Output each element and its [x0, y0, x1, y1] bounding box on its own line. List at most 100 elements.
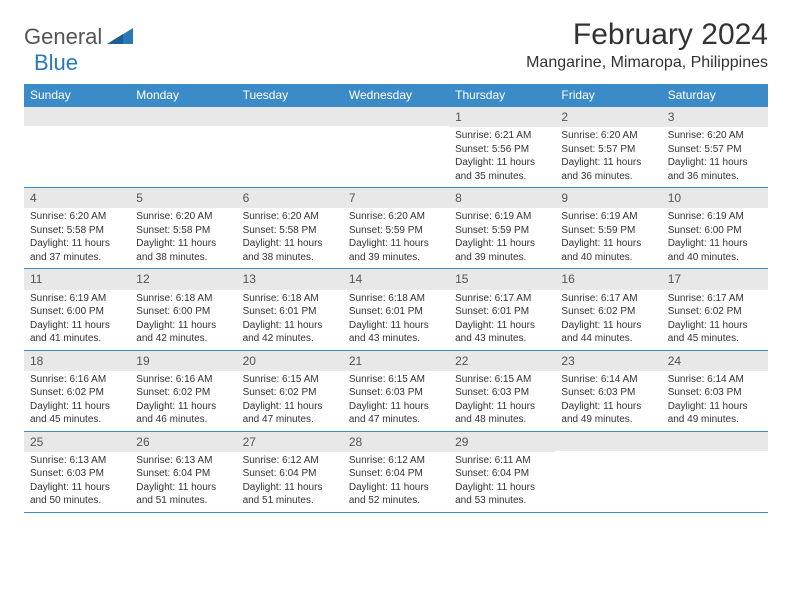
daylight-text: Daylight: 11 hours and 47 minutes.: [349, 400, 443, 427]
logo: General Blue: [24, 18, 133, 76]
day-number: 16: [555, 269, 661, 289]
sunrise-text: Sunrise: 6:14 AM: [668, 373, 762, 387]
calendar-day-cell: 25Sunrise: 6:13 AMSunset: 6:03 PMDayligh…: [24, 431, 130, 512]
calendar-day-cell: 18Sunrise: 6:16 AMSunset: 6:02 PMDayligh…: [24, 350, 130, 431]
sunset-text: Sunset: 6:04 PM: [136, 467, 230, 481]
day-number: 27: [237, 432, 343, 452]
day-details: Sunrise: 6:19 AMSunset: 6:00 PMDaylight:…: [24, 290, 130, 350]
daylight-text: Daylight: 11 hours and 45 minutes.: [30, 400, 124, 427]
day-number-empty: [237, 107, 343, 126]
calendar-day-cell: 27Sunrise: 6:12 AMSunset: 6:04 PMDayligh…: [237, 431, 343, 512]
daylight-text: Daylight: 11 hours and 51 minutes.: [136, 481, 230, 508]
sunset-text: Sunset: 6:04 PM: [349, 467, 443, 481]
daylight-text: Daylight: 11 hours and 43 minutes.: [455, 319, 549, 346]
day-details: Sunrise: 6:13 AMSunset: 6:04 PMDaylight:…: [130, 452, 236, 512]
sunrise-text: Sunrise: 6:12 AM: [243, 454, 337, 468]
calendar-day-cell: 10Sunrise: 6:19 AMSunset: 6:00 PMDayligh…: [662, 188, 768, 269]
day-details: Sunrise: 6:15 AMSunset: 6:03 PMDaylight:…: [343, 371, 449, 431]
daylight-text: Daylight: 11 hours and 39 minutes.: [349, 237, 443, 264]
day-details: Sunrise: 6:18 AMSunset: 6:01 PMDaylight:…: [343, 290, 449, 350]
day-number: 9: [555, 188, 661, 208]
daylight-text: Daylight: 11 hours and 51 minutes.: [243, 481, 337, 508]
day-details: Sunrise: 6:17 AMSunset: 6:02 PMDaylight:…: [555, 290, 661, 350]
daylight-text: Daylight: 11 hours and 43 minutes.: [349, 319, 443, 346]
sunrise-text: Sunrise: 6:17 AM: [668, 292, 762, 306]
sunrise-text: Sunrise: 6:20 AM: [668, 129, 762, 143]
sunrise-text: Sunrise: 6:16 AM: [136, 373, 230, 387]
sunrise-text: Sunrise: 6:19 AM: [668, 210, 762, 224]
daylight-text: Daylight: 11 hours and 42 minutes.: [243, 319, 337, 346]
calendar-week-row: 1Sunrise: 6:21 AMSunset: 5:56 PMDaylight…: [24, 107, 768, 188]
sunrise-text: Sunrise: 6:16 AM: [30, 373, 124, 387]
calendar-day-cell: 11Sunrise: 6:19 AMSunset: 6:00 PMDayligh…: [24, 269, 130, 350]
weekday-header: Sunday: [24, 84, 130, 107]
day-number: 4: [24, 188, 130, 208]
calendar-day-cell: 8Sunrise: 6:19 AMSunset: 5:59 PMDaylight…: [449, 188, 555, 269]
day-number: 6: [237, 188, 343, 208]
weekday-header: Tuesday: [237, 84, 343, 107]
sunrise-text: Sunrise: 6:13 AM: [136, 454, 230, 468]
calendar-day-cell: [130, 107, 236, 188]
day-number: 26: [130, 432, 236, 452]
sunset-text: Sunset: 5:59 PM: [349, 224, 443, 238]
sunset-text: Sunset: 6:03 PM: [30, 467, 124, 481]
daylight-text: Daylight: 11 hours and 36 minutes.: [561, 156, 655, 183]
sunrise-text: Sunrise: 6:15 AM: [455, 373, 549, 387]
sunrise-text: Sunrise: 6:15 AM: [243, 373, 337, 387]
location-text: Mangarine, Mimaropa, Philippines: [526, 54, 768, 72]
day-details: Sunrise: 6:14 AMSunset: 6:03 PMDaylight:…: [662, 371, 768, 431]
calendar-day-cell: 9Sunrise: 6:19 AMSunset: 5:59 PMDaylight…: [555, 188, 661, 269]
daylight-text: Daylight: 11 hours and 52 minutes.: [349, 481, 443, 508]
sunset-text: Sunset: 6:02 PM: [136, 386, 230, 400]
calendar-day-cell: 14Sunrise: 6:18 AMSunset: 6:01 PMDayligh…: [343, 269, 449, 350]
day-number-empty: [662, 432, 768, 451]
day-details: Sunrise: 6:18 AMSunset: 6:01 PMDaylight:…: [237, 290, 343, 350]
calendar-day-cell: 6Sunrise: 6:20 AMSunset: 5:58 PMDaylight…: [237, 188, 343, 269]
calendar-day-cell: 13Sunrise: 6:18 AMSunset: 6:01 PMDayligh…: [237, 269, 343, 350]
calendar-day-cell: 15Sunrise: 6:17 AMSunset: 6:01 PMDayligh…: [449, 269, 555, 350]
day-details: Sunrise: 6:19 AMSunset: 5:59 PMDaylight:…: [555, 208, 661, 268]
sunrise-text: Sunrise: 6:20 AM: [349, 210, 443, 224]
sunset-text: Sunset: 6:02 PM: [668, 305, 762, 319]
sunrise-text: Sunrise: 6:17 AM: [455, 292, 549, 306]
daylight-text: Daylight: 11 hours and 49 minutes.: [561, 400, 655, 427]
daylight-text: Daylight: 11 hours and 50 minutes.: [30, 481, 124, 508]
sunrise-text: Sunrise: 6:17 AM: [561, 292, 655, 306]
calendar-week-row: 18Sunrise: 6:16 AMSunset: 6:02 PMDayligh…: [24, 350, 768, 431]
day-details: Sunrise: 6:15 AMSunset: 6:03 PMDaylight:…: [449, 371, 555, 431]
sunset-text: Sunset: 6:01 PM: [349, 305, 443, 319]
day-number: 21: [343, 351, 449, 371]
day-number: 7: [343, 188, 449, 208]
sunrise-text: Sunrise: 6:19 AM: [30, 292, 124, 306]
calendar-week-row: 4Sunrise: 6:20 AMSunset: 5:58 PMDaylight…: [24, 188, 768, 269]
day-number-empty: [24, 107, 130, 126]
calendar-day-cell: 2Sunrise: 6:20 AMSunset: 5:57 PMDaylight…: [555, 107, 661, 188]
calendar-day-cell: 23Sunrise: 6:14 AMSunset: 6:03 PMDayligh…: [555, 350, 661, 431]
calendar-day-cell: [237, 107, 343, 188]
day-details: Sunrise: 6:21 AMSunset: 5:56 PMDaylight:…: [449, 127, 555, 187]
day-number: 25: [24, 432, 130, 452]
calendar-day-cell: 28Sunrise: 6:12 AMSunset: 6:04 PMDayligh…: [343, 431, 449, 512]
sunset-text: Sunset: 6:01 PM: [455, 305, 549, 319]
day-details: Sunrise: 6:17 AMSunset: 6:01 PMDaylight:…: [449, 290, 555, 350]
day-details: Sunrise: 6:17 AMSunset: 6:02 PMDaylight:…: [662, 290, 768, 350]
sunrise-text: Sunrise: 6:19 AM: [561, 210, 655, 224]
day-details: Sunrise: 6:20 AMSunset: 5:58 PMDaylight:…: [24, 208, 130, 268]
day-details: Sunrise: 6:12 AMSunset: 6:04 PMDaylight:…: [343, 452, 449, 512]
sunrise-text: Sunrise: 6:19 AM: [455, 210, 549, 224]
weekday-header: Saturday: [662, 84, 768, 107]
day-number: 12: [130, 269, 236, 289]
calendar-page: General Blue February 2024 Mangarine, Mi…: [0, 0, 792, 513]
sunset-text: Sunset: 6:00 PM: [136, 305, 230, 319]
day-details: Sunrise: 6:18 AMSunset: 6:00 PMDaylight:…: [130, 290, 236, 350]
month-title: February 2024: [526, 18, 768, 52]
daylight-text: Daylight: 11 hours and 42 minutes.: [136, 319, 230, 346]
sunset-text: Sunset: 6:00 PM: [668, 224, 762, 238]
day-number: 1: [449, 107, 555, 127]
daylight-text: Daylight: 11 hours and 44 minutes.: [561, 319, 655, 346]
calendar-day-cell: 22Sunrise: 6:15 AMSunset: 6:03 PMDayligh…: [449, 350, 555, 431]
sunset-text: Sunset: 5:57 PM: [668, 143, 762, 157]
sunrise-text: Sunrise: 6:20 AM: [30, 210, 124, 224]
day-details: Sunrise: 6:20 AMSunset: 5:58 PMDaylight:…: [237, 208, 343, 268]
calendar-body: 1Sunrise: 6:21 AMSunset: 5:56 PMDaylight…: [24, 107, 768, 513]
